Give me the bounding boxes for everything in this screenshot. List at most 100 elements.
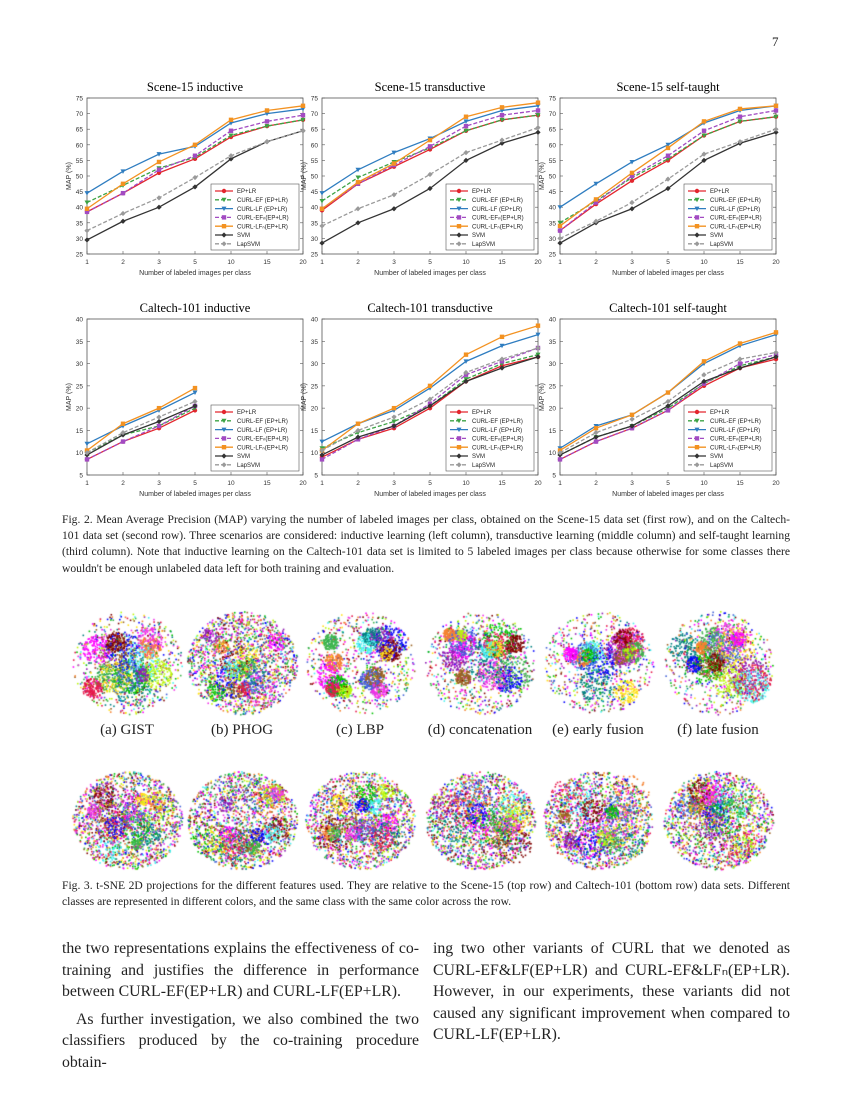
chart-title: Caltech-101 transductive [367,301,493,315]
tsne-projection-image [656,605,781,720]
data-point [264,108,270,113]
data-point [456,232,462,238]
y-tick-label: 55 [76,158,84,165]
data-point [629,173,635,179]
series-4 [557,103,779,229]
series-4 [557,330,779,453]
x-tick-label: 3 [630,480,634,487]
x-tick-label: 15 [736,259,744,266]
data-point [156,167,162,172]
data-point [264,139,270,145]
data-point [228,153,234,159]
data-point [499,365,505,371]
legend-label: CURL-EFₙ(EP+LR) [472,216,524,222]
paragraph: ing two other variants of CURL that we d… [433,940,790,1043]
data-point [120,190,126,196]
y-tick-label: 20 [311,406,319,413]
data-point [192,390,198,396]
y-tick-label: 25 [76,252,84,259]
y-tick-label: 35 [76,339,84,346]
x-tick-label: 5 [428,480,432,487]
data-point [264,119,270,124]
data-point [120,421,126,426]
x-tick-label: 2 [594,259,598,266]
y-tick-label: 40 [311,205,319,212]
data-point [300,106,306,112]
x-tick-label: 15 [498,480,506,487]
page-number: 7 [772,34,779,49]
data-point [593,426,599,431]
y-tick-label: 5 [314,473,318,480]
data-point [737,106,743,112]
x-tick-label: 5 [428,259,432,266]
legend: EP+LR CURL-EF (EP+LR) CURL-LF (EP+LR) CURL-… [445,404,535,472]
series-2 [84,106,306,196]
data-point [665,145,671,151]
data-point [84,209,90,215]
series-4 [319,100,541,211]
data-point [221,409,227,415]
y-tick-label: 75 [311,96,319,103]
legend: EP+LR CURL-EF (EP+LR) CURL-LF (EP+LR) CURL-… [445,183,535,251]
data-point [535,100,541,105]
y-tick-label: 40 [549,317,557,324]
y-tick-label: 50 [76,174,84,181]
series-6 [319,125,541,229]
legend-label: CURL-EFₙ(EP+LR) [472,437,524,443]
data-point [391,192,397,198]
series-line [86,407,196,454]
data-point [737,365,743,371]
tsne-projection-image [418,765,543,875]
series-4 [84,385,198,453]
data-point [192,174,198,181]
data-point [456,409,462,415]
data-point [694,188,700,194]
x-tick-label: 5 [193,259,197,266]
y-tick-label: 10 [311,450,319,457]
data-point [319,191,325,196]
series-5 [84,403,198,458]
data-point [427,403,433,409]
data-point [427,185,433,192]
y-tick-label: 40 [76,205,84,212]
data-point [773,108,779,113]
tsne-projection-image [65,605,190,720]
legend-label: CURL-EFₙ(EP+LR) [237,216,289,222]
legend-label: LapSVM [237,242,260,248]
data-point [264,111,270,117]
x-tick-label: 10 [227,259,235,266]
data-point [456,453,462,459]
legend-label: CURL-LFₙ(EP+LR) [472,445,523,451]
data-point [427,144,433,149]
data-point [355,220,361,226]
data-point [391,414,397,420]
data-point [629,416,635,422]
y-axis-label: MAP (%) [539,383,546,411]
legend-label: EP+LR [472,410,492,416]
x-tick-label: 1 [85,480,89,487]
data-point [499,356,505,362]
data-point [499,140,505,146]
legend-label: CURL-LF (EP+LR) [237,428,287,434]
y-tick-label: 15 [549,428,557,435]
x-tick-label: 15 [263,259,271,266]
data-point [535,103,541,109]
x-axis-label: Number of labeled images per class [612,270,724,277]
y-tick-label: 15 [311,428,319,435]
data-point [355,180,361,185]
data-point [221,436,227,441]
data-point [120,218,126,224]
x-tick-label: 10 [700,480,708,487]
data-point [391,150,397,156]
x-axis-label: Number of labeled images per class [374,491,486,498]
data-point [694,215,700,220]
data-point [456,206,462,212]
data-point [499,343,505,349]
data-point [156,414,162,420]
x-axis-label: Number of labeled images per class [612,491,724,498]
data-point [319,457,325,462]
data-point [355,434,361,440]
data-point [156,418,162,425]
